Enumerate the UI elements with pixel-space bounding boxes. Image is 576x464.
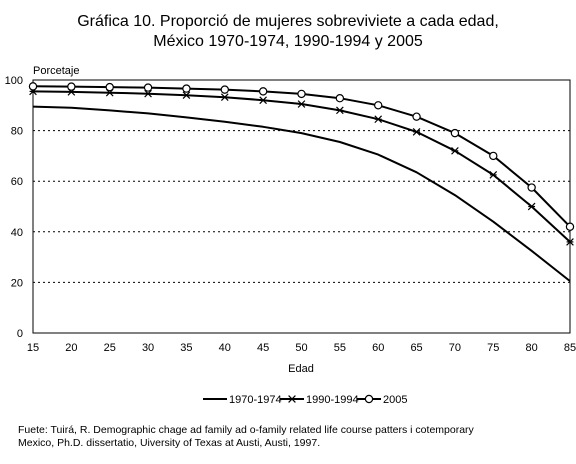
x-tick-label: 60 (372, 342, 384, 354)
series-line-1970-1974 (32, 105, 571, 282)
series-lines (28, 82, 575, 282)
source-line-1: Fuete: Tuirá, R. Demographic chage ad fa… (18, 424, 474, 436)
y-tick-label: 80 (11, 126, 23, 138)
data-point-1990-1994 (182, 91, 191, 100)
data-point-2005 (182, 84, 191, 93)
legend: 1970-1974 1990-1994 2005 (203, 394, 407, 406)
x-tick-label: 30 (142, 342, 154, 354)
x-tick-labels: 15 20 25 30 35 40 45 50 55 60 65 70 75 80 85 (27, 342, 576, 354)
x-tick-label: 75 (487, 342, 499, 354)
chart-title: Gráfica 10. Proporció de mujeres sobrevi… (0, 12, 576, 52)
x-tick-label: 65 (410, 342, 422, 354)
x-tick-label: 70 (449, 342, 461, 354)
data-point-2005 (489, 151, 498, 161)
x-tick-label: 80 (526, 342, 538, 354)
y-tick-label: 0 (17, 328, 23, 340)
data-point-1990-1994 (566, 238, 574, 246)
x-tick-label: 35 (180, 342, 192, 354)
data-point-2005 (28, 82, 38, 91)
data-point-1990-1994 (451, 147, 459, 155)
data-point-2005 (335, 94, 345, 103)
data-point-1990-1994 (412, 128, 421, 136)
data-point-1990-1994 (259, 96, 267, 105)
data-point-1990-1994 (527, 202, 536, 211)
data-point-2005 (450, 128, 460, 138)
x-tick-label: 55 (334, 342, 346, 354)
x-tick-label: 20 (65, 342, 77, 354)
data-point-1990-1994 (489, 171, 498, 179)
data-point-2005 (412, 112, 421, 121)
data-point-2005 (297, 89, 306, 99)
y-tick-label: 20 (11, 277, 23, 289)
source-line-2: Mexico, Ph.D. dissertatio, Uiversity of … (18, 437, 321, 449)
data-point-2005 (258, 87, 268, 96)
data-point-2005 (220, 85, 229, 94)
y-tick-label: 100 (5, 75, 23, 87)
legend-label: 2005 (383, 394, 407, 406)
data-point-2005 (565, 222, 575, 231)
data-point-2005 (527, 183, 536, 192)
title-line-2: México 1970-1974, 1990-1994 y 2005 (153, 33, 423, 50)
x-tick-label: 40 (219, 342, 231, 354)
data-point-1990-1994 (297, 100, 306, 108)
data-point-2005 (143, 83, 153, 92)
x-tick-label: 50 (295, 342, 307, 354)
y-tick-labels: 0 20 40 60 80 100 (5, 75, 23, 340)
x-tick-label: 45 (257, 342, 269, 354)
title-line-1: Gráfica 10. Proporció de mujeres sobrevi… (77, 13, 499, 30)
data-point-2005 (105, 82, 114, 92)
y-tick-label: 60 (11, 176, 23, 188)
data-point-2005 (374, 101, 383, 110)
legend-label: 1970-1974 (229, 394, 282, 406)
plot-area-border (32, 79, 571, 334)
x-axis-label: Edad (288, 363, 314, 375)
data-point-1990-1994 (220, 93, 229, 102)
legend-marker-1990-1994 (288, 395, 296, 403)
data-point-1990-1994 (144, 89, 152, 98)
y-axis-label: Porcetaje (33, 65, 79, 77)
legend-label: 1990-1994 (306, 394, 359, 406)
x-tick-label: 25 (104, 342, 116, 354)
data-point-1990-1994 (336, 106, 344, 115)
source-note: Fuete: Tuirá, R. Demographic chage ad fa… (18, 424, 563, 450)
data-point-2005 (67, 82, 76, 91)
data-point-1990-1994 (374, 115, 383, 124)
x-tick-label: 85 (564, 342, 576, 354)
y-tick-label: 40 (11, 227, 23, 239)
legend-marker-2005 (364, 394, 374, 404)
x-tick-label: 15 (27, 342, 39, 354)
